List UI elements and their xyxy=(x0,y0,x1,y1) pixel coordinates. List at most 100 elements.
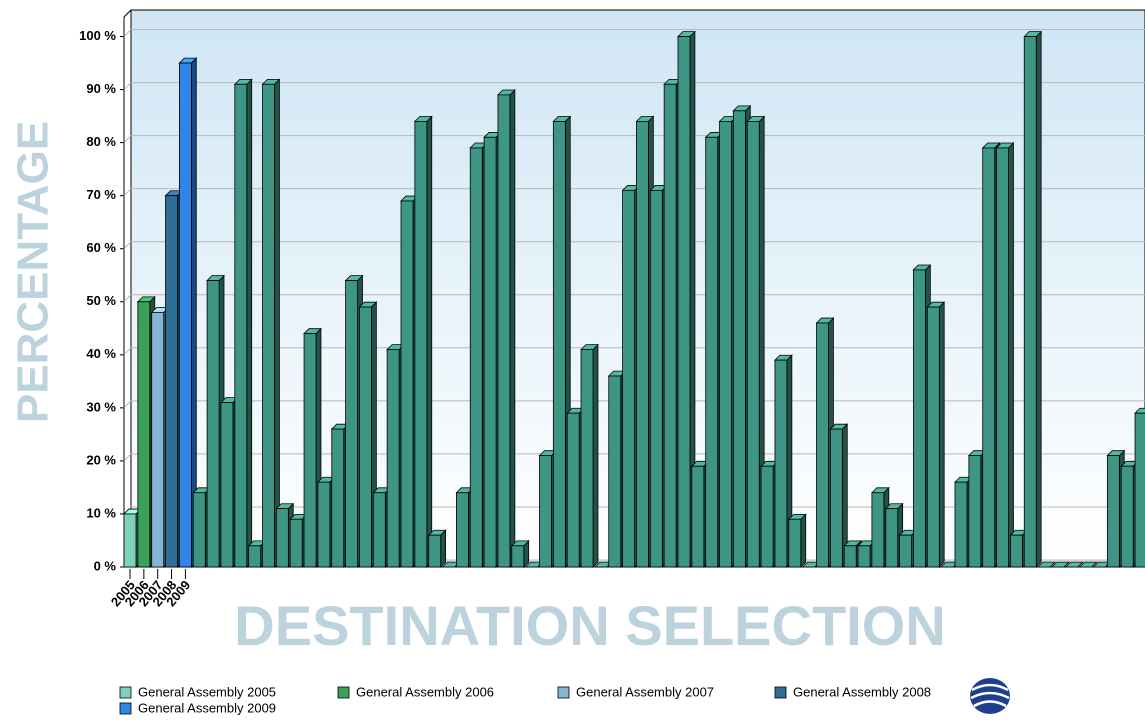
x-axis-title: DESTINATION SELECTION xyxy=(234,594,945,657)
bar-group xyxy=(1023,30,1043,568)
bar xyxy=(137,301,151,568)
bar xyxy=(455,492,469,568)
bar-group xyxy=(829,423,849,568)
bar xyxy=(234,83,248,568)
bar xyxy=(719,121,732,568)
legend-swatch xyxy=(557,686,570,699)
y-tick-label: 30 % xyxy=(86,399,116,414)
y-tick-label: 0 % xyxy=(94,558,117,573)
bar xyxy=(926,306,940,568)
bar xyxy=(1134,412,1145,568)
bar xyxy=(317,481,331,568)
bar-side xyxy=(274,78,280,568)
y-tick-label: 50 % xyxy=(86,293,116,308)
bar xyxy=(691,465,705,568)
bar xyxy=(483,136,497,568)
bar-group xyxy=(732,104,752,568)
bar xyxy=(663,83,677,568)
bar xyxy=(871,492,885,568)
bar-group xyxy=(746,115,766,568)
bar xyxy=(1023,36,1037,568)
grid-depth xyxy=(123,29,132,37)
bar-group xyxy=(233,78,253,568)
bar xyxy=(982,147,996,568)
bar-group xyxy=(1120,460,1140,568)
bar-side xyxy=(246,78,253,568)
bar xyxy=(372,492,386,568)
legend-swatch xyxy=(119,702,132,715)
bar xyxy=(885,508,899,568)
bar xyxy=(123,513,137,568)
bar xyxy=(262,83,275,568)
bar-group xyxy=(995,142,1015,568)
bar xyxy=(386,349,400,568)
bar xyxy=(829,428,843,568)
bar xyxy=(649,189,663,568)
grid-depth xyxy=(123,453,132,462)
bar xyxy=(289,518,303,568)
y-axis-depth xyxy=(123,9,132,18)
bar xyxy=(511,545,525,568)
y-tick-label: 60 % xyxy=(86,240,116,255)
bar-group xyxy=(677,30,696,568)
bar-side xyxy=(1035,30,1042,568)
legend-label: General Assembly 2009 xyxy=(138,700,276,715)
bar xyxy=(622,189,635,568)
bar xyxy=(677,36,691,568)
y-tick-label: 80 % xyxy=(86,134,116,149)
bar xyxy=(206,280,220,568)
bar xyxy=(760,465,774,568)
bar xyxy=(608,375,622,568)
bar-group xyxy=(496,89,516,568)
y-axis-title: PERCENTAGE xyxy=(9,121,58,423)
bar xyxy=(414,121,428,568)
y-tick-label: 10 % xyxy=(86,505,116,520)
bar-group xyxy=(1064,561,1084,568)
bar-group xyxy=(1050,561,1070,568)
legend-swatch xyxy=(774,686,787,699)
bar-side xyxy=(509,89,516,568)
bar xyxy=(275,508,289,568)
bar-group xyxy=(413,115,433,568)
bar-side xyxy=(1008,142,1014,568)
bar-group xyxy=(510,539,530,568)
bar xyxy=(303,333,317,568)
bar xyxy=(469,147,483,568)
bar xyxy=(552,121,566,568)
bar-side xyxy=(800,513,807,568)
grid-depth xyxy=(123,400,132,409)
y-tick-label: 70 % xyxy=(86,187,116,202)
grid-depth xyxy=(123,135,132,143)
bar xyxy=(165,195,178,568)
bar-group xyxy=(316,476,336,568)
grid-depth xyxy=(123,241,132,250)
bar-top xyxy=(1064,561,1084,568)
logo xyxy=(970,678,1010,714)
legend-label: General Assembly 2007 xyxy=(576,684,714,699)
bar-side xyxy=(938,301,945,568)
y-tick-label: 20 % xyxy=(86,452,116,467)
bar xyxy=(774,359,788,568)
y-tick-label: 90 % xyxy=(86,81,116,96)
bar-group xyxy=(178,57,198,568)
bar-group xyxy=(427,529,447,568)
bar-side xyxy=(440,529,447,568)
bar xyxy=(996,147,1009,568)
legend-swatch xyxy=(119,686,132,699)
bar-group xyxy=(884,502,904,568)
bar-group xyxy=(1037,561,1056,568)
legend-label: General Assembly 2006 xyxy=(356,684,494,699)
bar xyxy=(705,136,719,568)
grid-depth xyxy=(123,82,132,90)
bar xyxy=(816,322,829,568)
y-tick-label: 100 % xyxy=(79,28,116,43)
bar xyxy=(1120,465,1134,568)
bar-group xyxy=(1078,561,1098,568)
y-tick-label: 40 % xyxy=(86,346,116,361)
bar xyxy=(899,534,912,568)
bar xyxy=(968,455,982,568)
legend-label: General Assembly 2008 xyxy=(793,684,931,699)
bar-group xyxy=(261,78,281,568)
